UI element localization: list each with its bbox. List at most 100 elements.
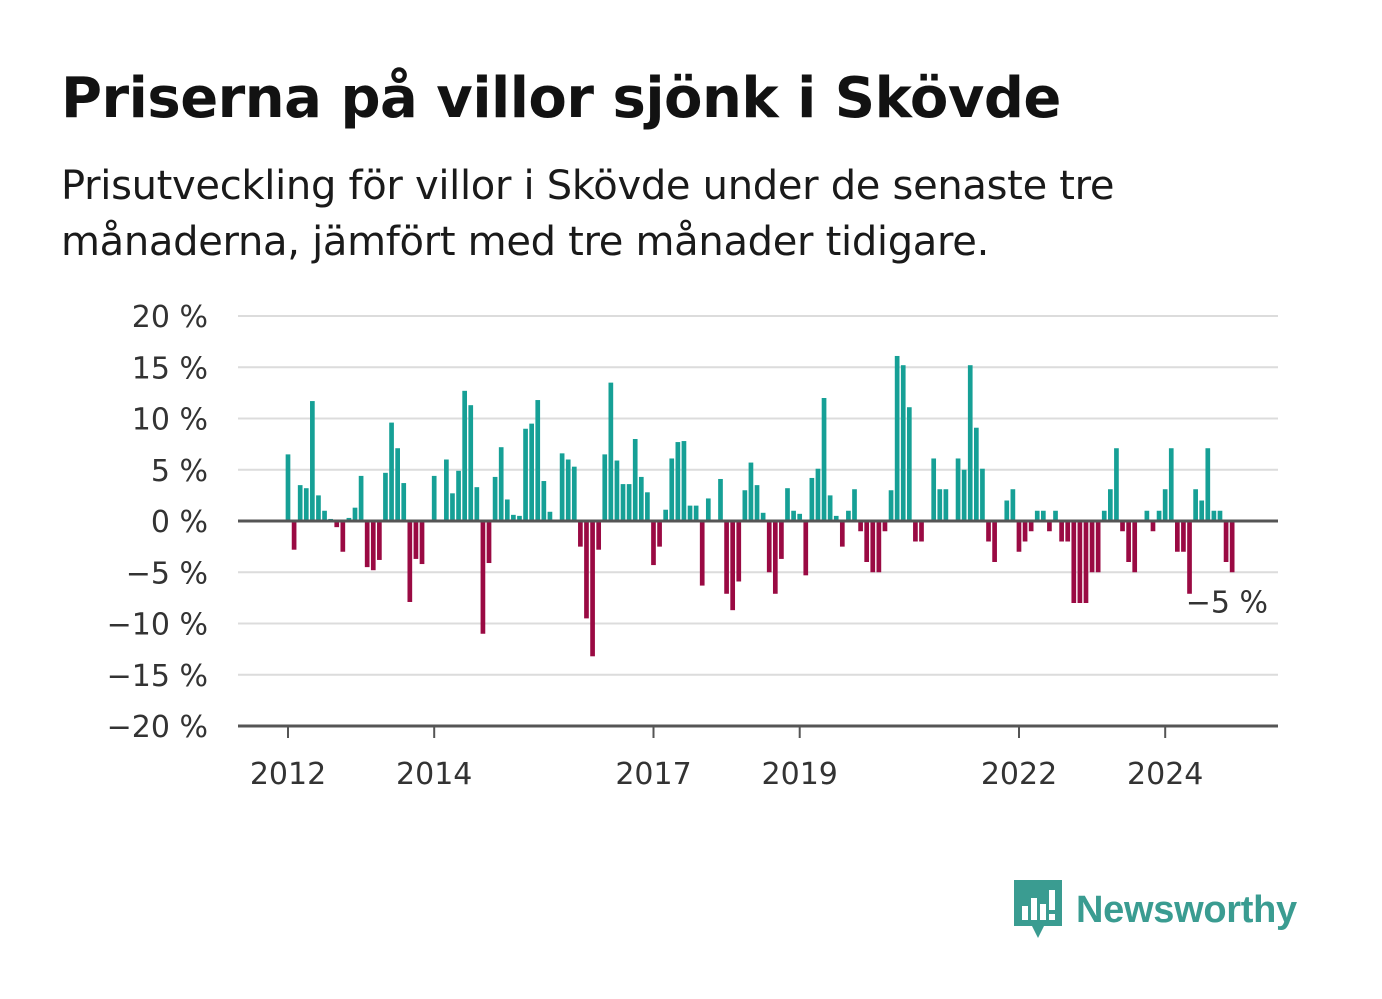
bar	[1181, 521, 1186, 552]
y-axis-labels: 20 % 15 % 10 % 5 % 0 % −5 % −10 % −15 % −20 %	[107, 300, 208, 745]
bar	[657, 521, 662, 547]
bar	[565, 459, 571, 521]
bar	[517, 515, 522, 522]
bar	[1168, 448, 1174, 521]
bar	[364, 521, 370, 568]
bar	[456, 470, 461, 521]
bar	[340, 521, 346, 552]
bar	[395, 448, 400, 521]
bar	[529, 423, 534, 522]
bar	[377, 521, 382, 560]
bar	[736, 521, 742, 582]
bar	[571, 466, 577, 521]
y-tick-label: −20 %	[107, 710, 208, 745]
bar	[718, 478, 723, 521]
bar	[596, 521, 602, 550]
bar	[876, 521, 882, 573]
bar	[986, 521, 991, 542]
newsworthy-logo[interactable]: Newsworthy	[1012, 880, 1297, 940]
bar	[1022, 521, 1028, 542]
bar	[1010, 489, 1016, 521]
bar	[310, 401, 315, 521]
y-tick-label: −10 %	[107, 608, 208, 643]
bar	[669, 458, 675, 521]
chart-subtitle: Prisutveckling för villor i Skövde under…	[61, 163, 1115, 265]
bar	[383, 472, 388, 521]
bar	[961, 469, 967, 521]
bar	[1199, 500, 1205, 521]
bar	[602, 454, 608, 522]
bar	[931, 458, 937, 521]
y-tick-label: 20 %	[132, 300, 208, 335]
bar	[590, 521, 595, 657]
bar	[742, 490, 748, 521]
bar	[1028, 521, 1034, 532]
bar	[389, 422, 394, 521]
bar	[608, 382, 614, 522]
bar	[888, 490, 894, 521]
bar	[297, 485, 303, 522]
bars	[285, 355, 1235, 657]
bar	[973, 427, 979, 521]
y-tick-label: 5 %	[151, 454, 208, 489]
bar	[431, 475, 437, 521]
bar	[1083, 521, 1089, 603]
bar	[864, 521, 870, 562]
bar	[821, 398, 827, 521]
brand-name: Newsworthy	[1076, 888, 1297, 931]
x-tick-label: 2022	[981, 757, 1057, 792]
bar	[407, 521, 413, 602]
bar	[980, 468, 985, 521]
bar	[1053, 510, 1058, 521]
bar	[1101, 510, 1107, 521]
bar	[730, 521, 736, 611]
bar	[760, 512, 766, 521]
bar	[370, 521, 376, 571]
bar	[303, 488, 309, 521]
bar	[486, 521, 492, 564]
bar	[693, 505, 699, 522]
bar	[638, 476, 644, 521]
bar	[1229, 521, 1235, 573]
bar	[663, 509, 669, 521]
bar	[1059, 521, 1064, 542]
bar	[1016, 521, 1022, 552]
bar	[651, 521, 656, 566]
bar	[480, 521, 486, 634]
bar	[724, 521, 729, 594]
bar	[1077, 521, 1083, 603]
bar	[1150, 521, 1156, 532]
bar	[943, 489, 949, 521]
bar	[699, 521, 705, 586]
bar	[827, 495, 833, 522]
bar	[815, 468, 821, 521]
bar	[626, 484, 632, 521]
bar	[1126, 521, 1131, 562]
bar	[919, 521, 924, 542]
bar	[839, 521, 845, 547]
bar	[858, 521, 863, 532]
bar	[462, 390, 467, 521]
bar	[1217, 510, 1223, 521]
bar	[291, 521, 297, 550]
x-tick-label: 2019	[762, 757, 838, 792]
bar	[632, 439, 638, 521]
bar	[444, 459, 449, 521]
bar	[809, 477, 815, 521]
bar	[401, 483, 407, 521]
bar	[535, 400, 541, 521]
x-tick-label: 2012	[250, 757, 326, 792]
bar	[1144, 510, 1150, 521]
y-tick-label: 0 %	[151, 505, 208, 540]
bar	[882, 521, 888, 532]
bar	[1223, 521, 1229, 562]
bar	[955, 458, 961, 521]
bar	[1108, 489, 1113, 521]
x-axis-labels: 2012 2014 2017 2019 2022 2024	[250, 726, 1203, 792]
bar	[578, 521, 583, 547]
bar	[1205, 448, 1211, 521]
bar	[1089, 521, 1095, 573]
bar	[748, 462, 754, 521]
bar	[803, 521, 809, 576]
bar	[584, 521, 589, 619]
